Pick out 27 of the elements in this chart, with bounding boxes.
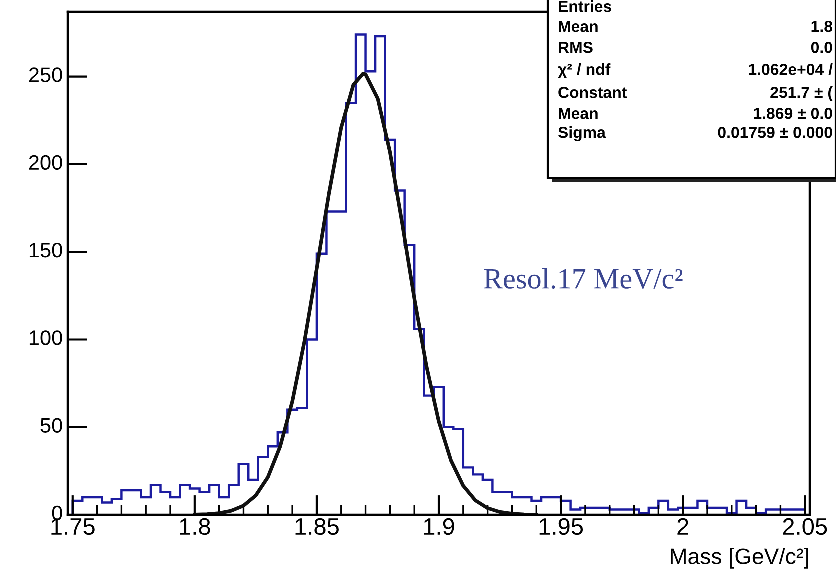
y-tick-label: 150 bbox=[30, 242, 62, 258]
annotation: 1.869 ± 0.0 bbox=[754, 108, 832, 120]
annotation: 251.7 ± ( bbox=[770, 86, 833, 102]
annotation: 1.062e+04 / bbox=[749, 64, 833, 76]
annotation: Resol.17 MeV/c² bbox=[484, 268, 683, 290]
annotation: RMS bbox=[559, 42, 593, 54]
annotation: 0.01759 ± 0.000 bbox=[718, 126, 832, 138]
x-tick-label: 1.9 bbox=[424, 518, 454, 536]
text: 0.0 bbox=[811, 42, 832, 54]
x-tick-label: 1.85 bbox=[296, 518, 339, 536]
annotation: Mean bbox=[559, 108, 598, 120]
y-tick-label: 200 bbox=[29, 155, 62, 170]
annotation: Constant bbox=[558, 86, 628, 98]
annotation: Sigma bbox=[558, 126, 606, 142]
x-tick-label: 2.05 bbox=[783, 518, 828, 536]
x-tick-label: 1.75 bbox=[52, 518, 95, 536]
x-axis-title: Mass [GeV/c²] bbox=[671, 548, 808, 569]
y-tick-label: 250 bbox=[29, 68, 62, 82]
y-tick-label: 100 bbox=[30, 330, 62, 346]
text: 1.8 bbox=[812, 20, 833, 32]
annotation: Entries bbox=[559, 0, 612, 12]
annotation: χ² / ndf bbox=[558, 64, 611, 78]
x-tick-label: 1.95 bbox=[540, 518, 584, 536]
x-tick-label: 1.8 bbox=[180, 518, 210, 536]
annotation: Mean bbox=[559, 21, 598, 32]
x-tick-label: 2 bbox=[678, 518, 688, 535]
y-tick-label: 50 bbox=[40, 418, 62, 433]
